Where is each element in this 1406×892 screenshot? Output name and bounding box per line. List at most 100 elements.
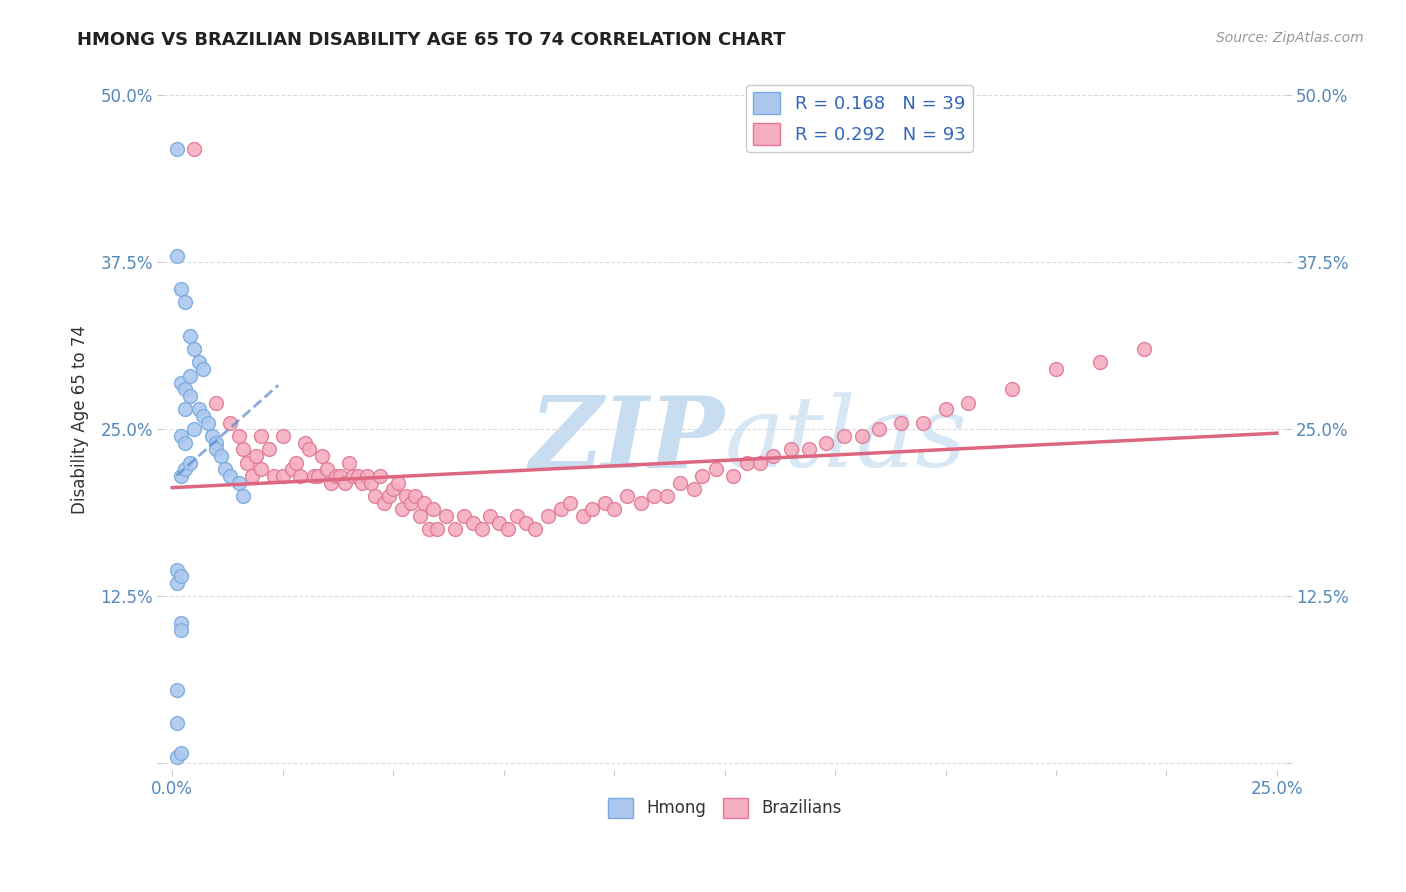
Point — [321, 475, 343, 490]
Point — [523, 523, 546, 537]
Point — [868, 422, 890, 436]
Point — [692, 469, 714, 483]
Point — [382, 483, 405, 497]
Point — [444, 523, 467, 537]
Point — [170, 376, 193, 390]
Point — [377, 489, 399, 503]
Point — [395, 489, 418, 503]
Point — [249, 462, 271, 476]
Point — [232, 442, 254, 457]
Point — [797, 442, 820, 457]
Point — [174, 382, 197, 396]
Y-axis label: Disability Age 65 to 74: Disability Age 65 to 74 — [72, 325, 89, 514]
Point — [682, 483, 704, 497]
Point — [191, 409, 214, 423]
Point — [232, 489, 254, 503]
Point — [1001, 382, 1024, 396]
Point — [723, 469, 745, 483]
Point — [218, 469, 240, 483]
Point — [342, 469, 364, 483]
Point — [832, 429, 855, 443]
Point — [581, 502, 603, 516]
Point — [391, 502, 413, 516]
Point — [179, 368, 201, 383]
Point — [434, 509, 457, 524]
Point — [1045, 362, 1067, 376]
Point — [214, 462, 236, 476]
Point — [174, 295, 197, 310]
Point — [263, 469, 285, 483]
Point — [209, 449, 232, 463]
Point — [851, 429, 873, 443]
Point — [228, 475, 250, 490]
Point — [630, 496, 652, 510]
Point — [890, 416, 912, 430]
Point — [815, 435, 838, 450]
Point — [166, 142, 188, 156]
Point — [461, 516, 484, 530]
Point — [170, 623, 193, 637]
Point — [616, 489, 638, 503]
Point — [170, 615, 193, 630]
Point — [228, 429, 250, 443]
Point — [183, 142, 205, 156]
Point — [572, 509, 595, 524]
Point — [399, 496, 422, 510]
Point — [183, 342, 205, 356]
Point — [174, 462, 197, 476]
Point — [356, 469, 378, 483]
Point — [170, 569, 193, 583]
Point — [1088, 355, 1111, 369]
Point — [170, 282, 193, 296]
Point — [170, 746, 193, 760]
Point — [603, 502, 626, 516]
Point — [748, 456, 770, 470]
Point — [593, 496, 616, 510]
Point — [174, 435, 197, 450]
Text: Source: ZipAtlas.com: Source: ZipAtlas.com — [1216, 31, 1364, 45]
Point — [404, 489, 426, 503]
Point — [352, 475, 374, 490]
Point — [259, 442, 281, 457]
Legend: Hmong, Brazilians: Hmong, Brazilians — [602, 791, 848, 825]
Point — [290, 469, 312, 483]
Point — [271, 429, 294, 443]
Point — [418, 523, 440, 537]
Point — [643, 489, 665, 503]
Point — [179, 328, 201, 343]
Point — [337, 456, 360, 470]
Point — [506, 509, 529, 524]
Point — [311, 449, 333, 463]
Point — [550, 502, 572, 516]
Point — [205, 435, 228, 450]
Point — [360, 475, 382, 490]
Text: atlas: atlas — [724, 392, 967, 488]
Point — [934, 402, 956, 417]
Point — [284, 456, 307, 470]
Point — [488, 516, 510, 530]
Point — [1133, 342, 1156, 356]
Point — [179, 389, 201, 403]
Point — [166, 563, 188, 577]
Point — [558, 496, 581, 510]
Point — [315, 462, 337, 476]
Point — [426, 523, 449, 537]
Text: HMONG VS BRAZILIAN DISABILITY AGE 65 TO 74 CORRELATION CHART: HMONG VS BRAZILIAN DISABILITY AGE 65 TO … — [77, 31, 786, 49]
Point — [655, 489, 678, 503]
Point — [408, 509, 430, 524]
Point — [912, 416, 935, 430]
Point — [669, 475, 692, 490]
Point — [197, 416, 219, 430]
Point — [956, 395, 979, 409]
Point — [205, 395, 228, 409]
Point — [236, 456, 259, 470]
Point — [280, 462, 302, 476]
Point — [413, 496, 436, 510]
Point — [704, 462, 727, 476]
Point — [249, 429, 271, 443]
Point — [294, 435, 316, 450]
Point — [201, 429, 224, 443]
Point — [298, 442, 321, 457]
Point — [240, 469, 263, 483]
Point — [329, 469, 352, 483]
